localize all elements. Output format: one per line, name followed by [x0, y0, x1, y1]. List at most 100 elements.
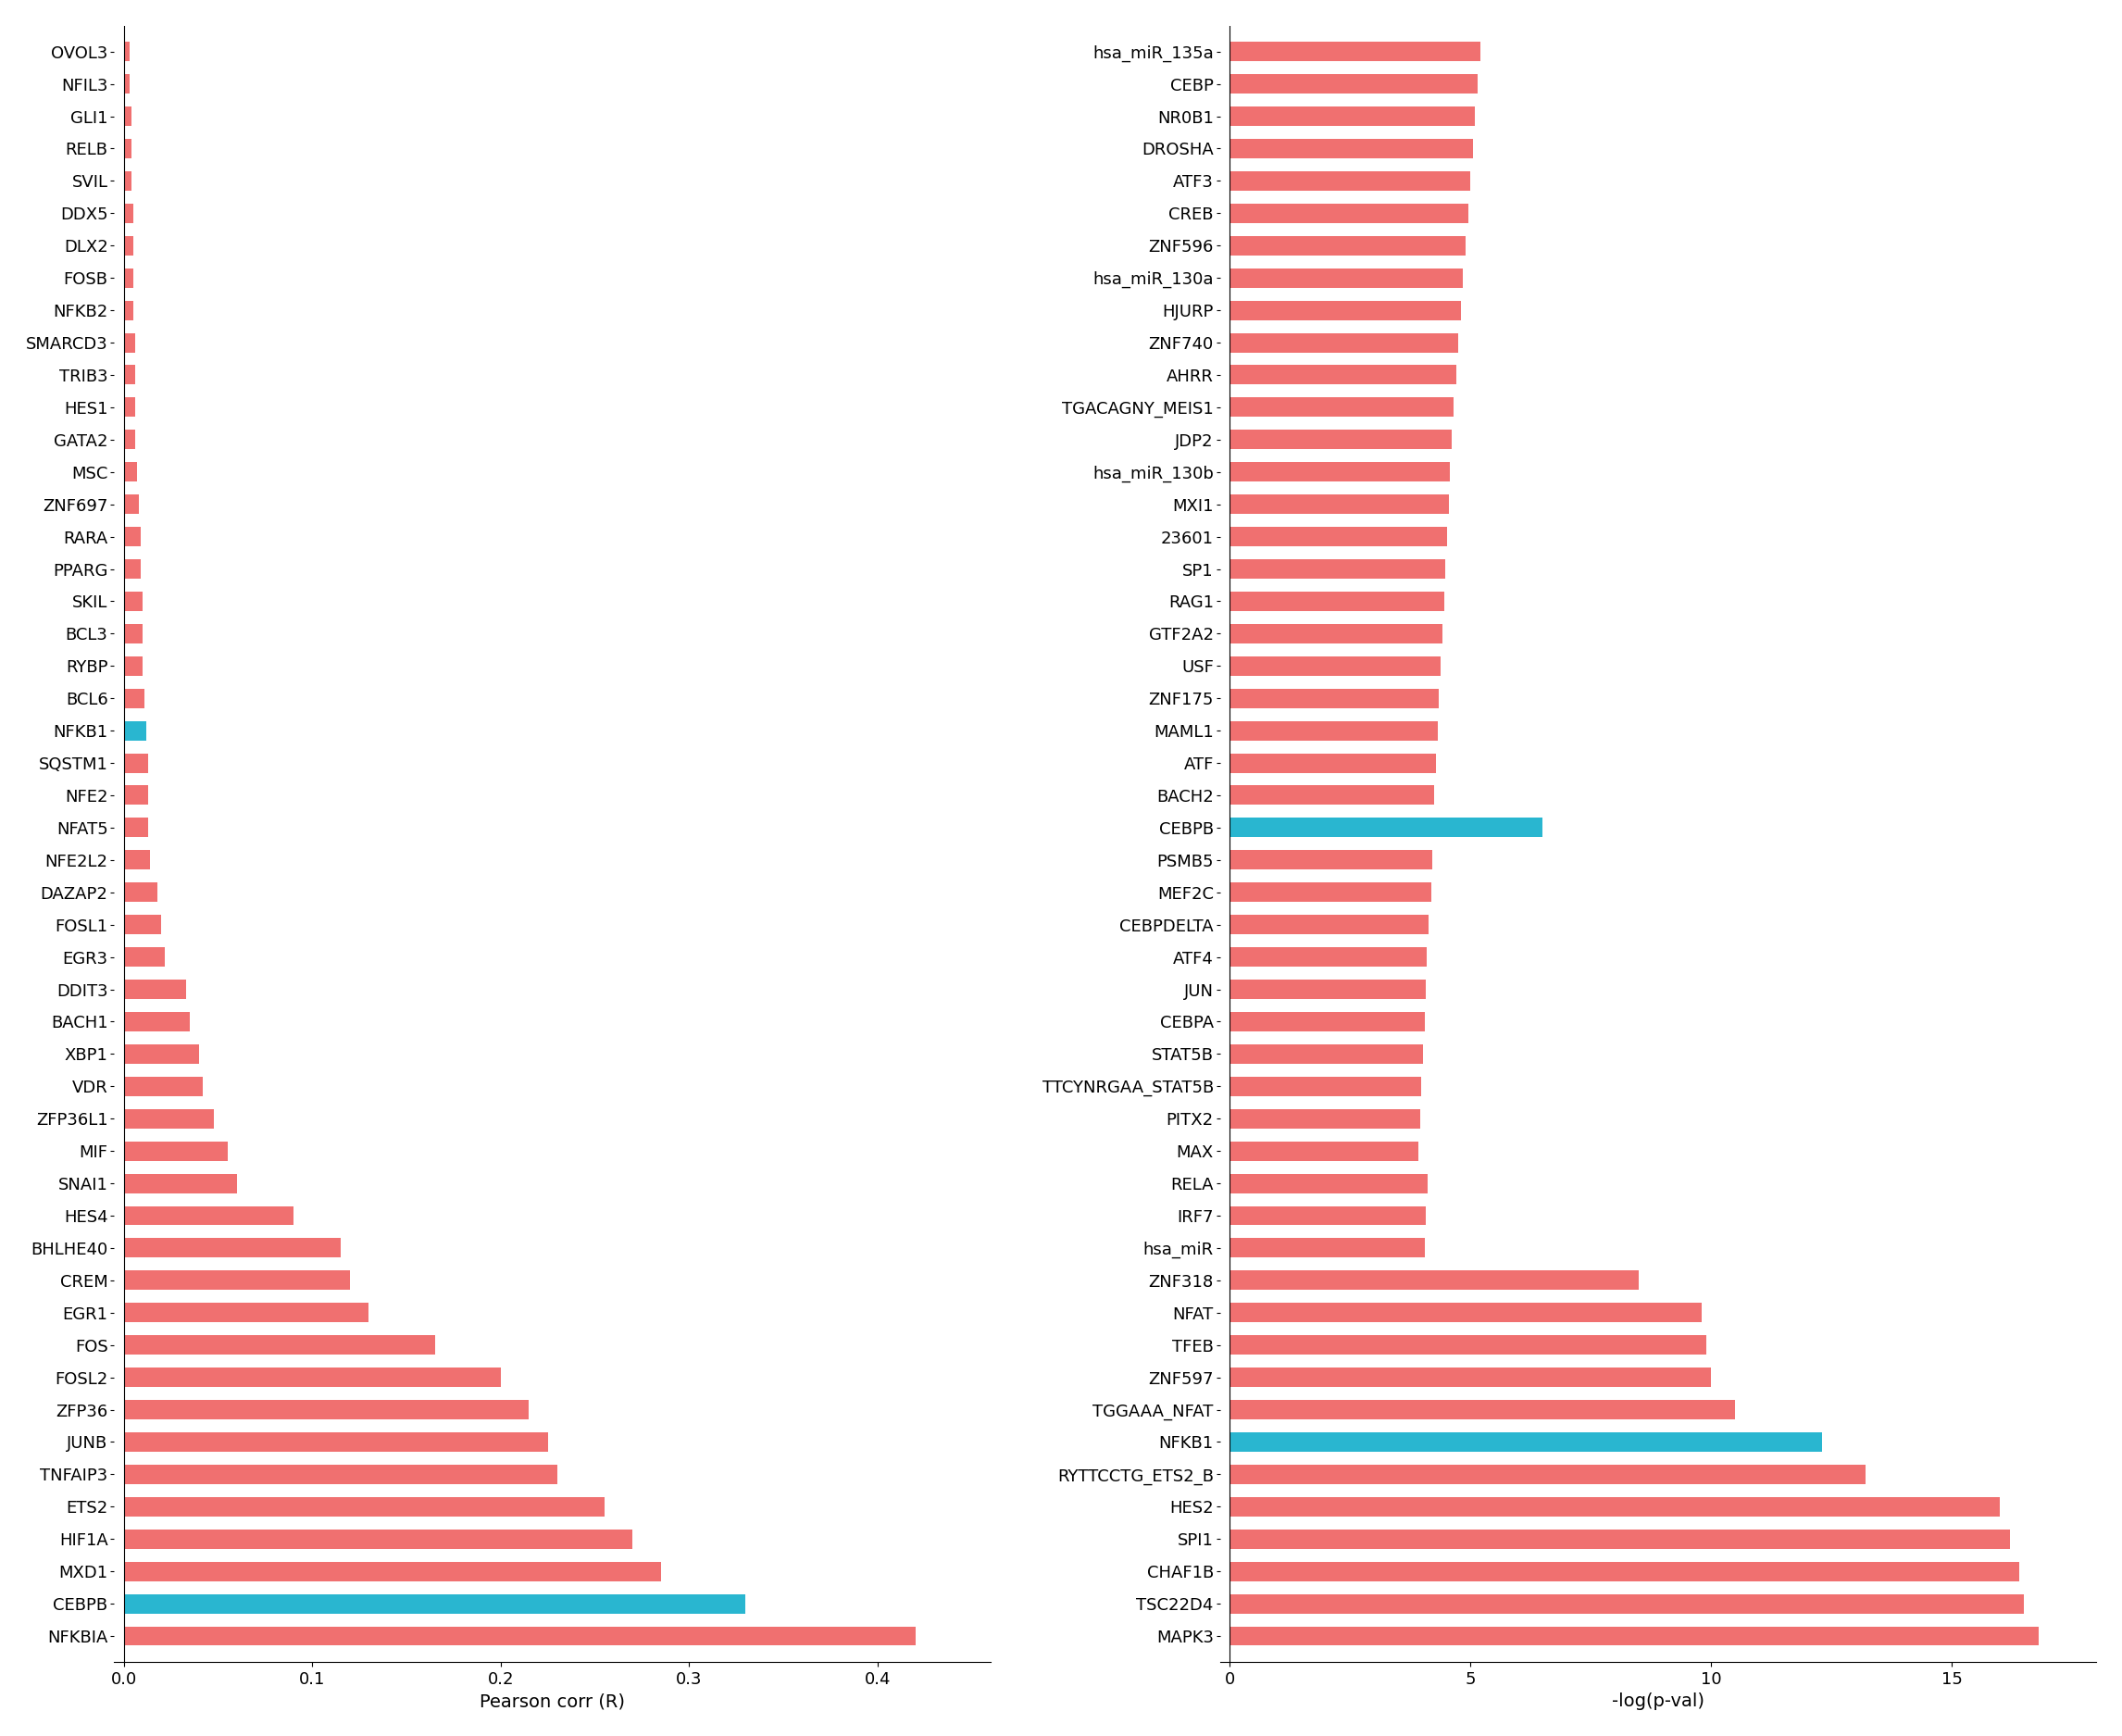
Bar	[1229, 1238, 1424, 1257]
Bar	[123, 106, 132, 127]
Bar	[1229, 948, 1426, 967]
Bar	[123, 172, 132, 191]
Bar	[1229, 1562, 2020, 1581]
Bar	[123, 559, 140, 578]
Bar	[123, 1174, 238, 1193]
Bar	[123, 948, 166, 967]
Bar	[123, 1496, 605, 1516]
Bar	[123, 203, 134, 222]
Bar	[1229, 365, 1456, 385]
Bar	[123, 1399, 528, 1420]
Bar	[1229, 495, 1449, 514]
Bar	[1229, 1627, 2039, 1646]
Bar	[123, 1012, 189, 1031]
Bar	[1229, 528, 1447, 547]
Bar	[1229, 1076, 1422, 1095]
Bar	[1229, 818, 1543, 837]
Bar	[1229, 1594, 2024, 1613]
Bar	[123, 882, 157, 903]
Bar	[1229, 592, 1443, 611]
Bar	[123, 495, 138, 514]
Bar	[1229, 1207, 1426, 1226]
Bar	[1229, 1368, 1710, 1387]
Bar	[123, 431, 136, 450]
Bar	[123, 786, 149, 806]
Bar	[123, 528, 140, 547]
Bar	[1229, 753, 1437, 773]
Bar	[123, 1465, 558, 1484]
Bar	[1229, 1432, 1823, 1451]
Bar	[1229, 431, 1451, 450]
Bar	[1229, 689, 1439, 708]
Bar	[123, 1562, 660, 1581]
Bar	[1229, 1335, 1706, 1354]
Bar	[123, 1238, 340, 1257]
Bar	[1229, 1496, 2001, 1516]
Bar	[1229, 623, 1443, 644]
Bar	[1229, 1399, 1736, 1420]
Bar	[1229, 1304, 1702, 1323]
Bar	[1229, 1465, 1865, 1484]
Bar	[1229, 1174, 1428, 1193]
Bar	[123, 1594, 745, 1613]
Bar	[123, 1141, 227, 1161]
Bar	[123, 1432, 547, 1451]
Bar	[1229, 300, 1460, 319]
Bar	[1229, 786, 1434, 806]
Bar	[1229, 139, 1473, 158]
Bar	[1229, 851, 1432, 870]
Bar	[123, 753, 149, 773]
Bar	[1229, 1271, 1638, 1290]
Bar	[1229, 915, 1428, 934]
Bar	[123, 1109, 214, 1128]
X-axis label: Pearson corr (R): Pearson corr (R)	[480, 1693, 626, 1710]
Bar	[123, 656, 142, 675]
Bar	[1229, 1045, 1424, 1064]
Bar	[123, 269, 134, 288]
Bar	[123, 139, 132, 158]
Bar	[123, 333, 136, 352]
Bar	[1229, 720, 1437, 740]
Bar	[123, 851, 151, 870]
Bar	[123, 398, 136, 417]
Bar	[123, 42, 129, 61]
Bar	[123, 1304, 369, 1323]
Bar	[1229, 236, 1466, 255]
Bar	[1229, 559, 1445, 578]
Bar	[1229, 1141, 1417, 1161]
Bar	[123, 720, 146, 740]
Bar	[1229, 979, 1426, 998]
Bar	[1229, 42, 1479, 61]
Bar	[1229, 462, 1449, 481]
Bar	[123, 1076, 204, 1095]
Bar	[123, 1271, 350, 1290]
Bar	[1229, 882, 1430, 903]
Bar	[1229, 333, 1458, 352]
Bar	[1229, 1109, 1420, 1128]
Bar	[123, 462, 138, 481]
Bar	[123, 689, 144, 708]
Bar	[123, 236, 134, 255]
Bar	[123, 915, 161, 934]
Bar	[123, 1045, 199, 1064]
Bar	[1229, 106, 1475, 127]
Bar	[123, 1335, 435, 1354]
Bar	[1229, 656, 1441, 675]
Bar	[1229, 172, 1471, 191]
Bar	[123, 1627, 915, 1646]
Bar	[123, 623, 142, 644]
Bar	[123, 1207, 293, 1226]
Bar	[123, 979, 187, 998]
Bar	[123, 300, 134, 319]
Bar	[1229, 1012, 1424, 1031]
Bar	[123, 592, 142, 611]
Bar	[123, 1529, 632, 1549]
Bar	[1229, 75, 1477, 94]
Bar	[123, 818, 149, 837]
Bar	[123, 75, 129, 94]
Bar	[1229, 203, 1468, 222]
Bar	[1229, 269, 1464, 288]
X-axis label: -log(p-val): -log(p-val)	[1613, 1693, 1704, 1710]
Bar	[1229, 398, 1454, 417]
Bar	[123, 365, 136, 385]
